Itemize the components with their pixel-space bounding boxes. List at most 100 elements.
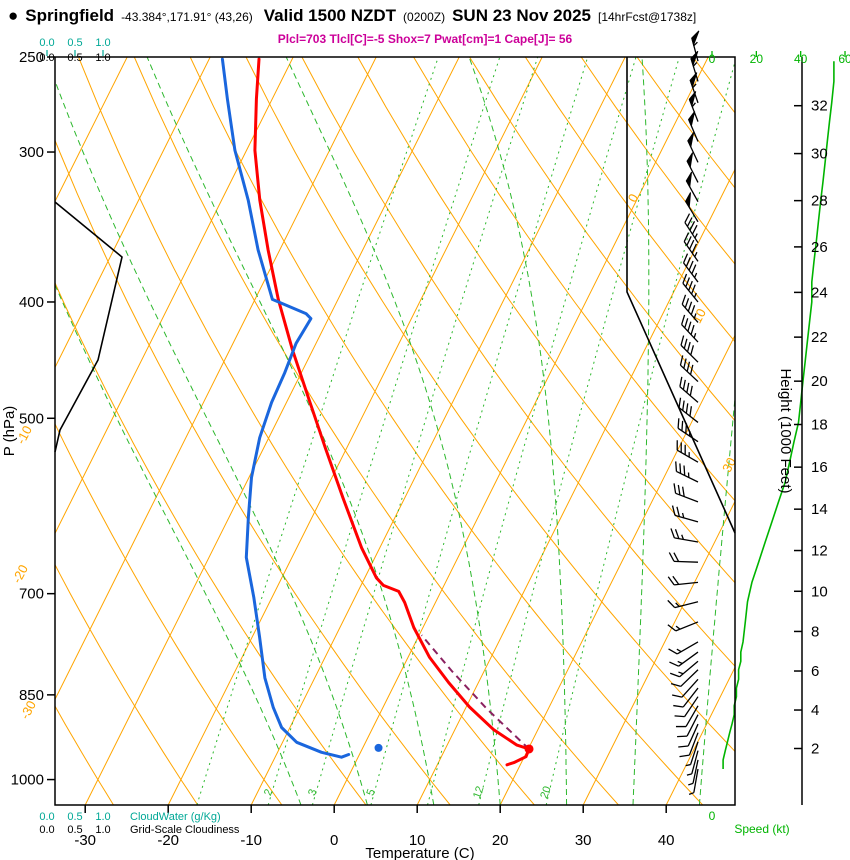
wind-barb-pennant (688, 91, 697, 108)
dry-adiabat-line (580, 57, 735, 265)
wind-barb-feather (689, 364, 694, 375)
wind-barb-feather (668, 552, 675, 562)
isotherm-line (84, 57, 460, 805)
wind-barb-feather (670, 528, 675, 539)
mixing-ratio-line (311, 57, 539, 805)
height-tick-label: 30 (811, 146, 828, 163)
wind-barb-feather (667, 624, 677, 632)
surface-temperature-dot (524, 744, 534, 754)
wind-barb-feather (686, 361, 691, 372)
speed-tick-label: 60 (838, 52, 850, 66)
wind-barb-feather (690, 305, 696, 315)
moist-adiabat-line (468, 57, 568, 805)
wind-barb-feather (674, 529, 680, 539)
wind-barb-feather (684, 298, 690, 308)
wind-barb-feather (680, 335, 685, 346)
wind-barb-feather (679, 376, 683, 387)
mixing-ratio-line (427, 57, 637, 805)
height-tick-label: 22 (811, 329, 828, 346)
wind-barb-halffeather (693, 41, 698, 47)
isotherm-line (55, 57, 377, 701)
wind-barb-staff (691, 750, 699, 774)
cloudwater-scale-label: 0.5 (67, 37, 82, 49)
dry-adiabat-line (245, 57, 735, 753)
cloudiness-profile (626, 57, 736, 534)
wind-barb-staff (674, 537, 699, 543)
wind-barb-feather (675, 461, 678, 472)
cloudiness-scale-label-bottom: 1.0 (95, 824, 110, 836)
wind-barb-feather (681, 314, 686, 325)
wind-barb-feather (691, 224, 698, 235)
wind-barb-halffeather (694, 233, 698, 239)
wind-barb-staff (689, 741, 699, 765)
wind-barb-halffeather (693, 292, 697, 298)
wind-barbs (667, 30, 700, 795)
height-tick-label: 24 (811, 284, 828, 301)
height-tick-label: 16 (811, 459, 828, 476)
wind-barb-feather (688, 239, 695, 250)
dewpoint-curve (220, 57, 351, 759)
valid-time: Valid 1500 NZDT (263, 6, 397, 25)
wind-barb-feather (687, 321, 692, 332)
height-axis-title: Height (1000 Feet) (777, 368, 794, 493)
wind-barb-feather (689, 385, 693, 396)
speed-tick-label: 40 (794, 52, 808, 66)
plot-frame (54, 56, 736, 806)
wind-barb-halffeather (688, 782, 694, 786)
pressure-tick-label: 700 (19, 586, 44, 603)
moist-adiabat-line (285, 57, 501, 805)
cloudiness-scale-label: 0.5 (67, 52, 82, 64)
wind-barb-feather (689, 406, 693, 417)
wind-barb-feather (684, 318, 689, 329)
mixing-ratio-line (478, 57, 680, 805)
dry-adiabat-line (749, 57, 850, 805)
temperature-tick-label: -10 (240, 832, 262, 849)
wind-barb-halffeather (693, 333, 697, 339)
isotherm-line (250, 57, 626, 805)
moist-adiabat-line (146, 57, 435, 805)
temperature-tick-label: 40 (658, 832, 675, 849)
wind-barb-staff (675, 492, 699, 503)
wind-barb-feather (682, 253, 689, 264)
mixing-ratio-label: 20 (538, 785, 553, 801)
wind-barb-feather (689, 221, 696, 231)
isotherm-label: 10 (689, 306, 709, 326)
cloudiness-scale-label: 1.0 (95, 52, 110, 64)
wind-barb-staff (686, 714, 699, 737)
pressure-axis-title: P (hPa) (1, 406, 18, 457)
speed-tick-label: 20 (750, 52, 764, 66)
cloud-water-profile (54, 201, 123, 453)
height-tick-label: 18 (811, 416, 828, 433)
wind-barb-feather (669, 672, 680, 678)
wind-barb-staff (682, 687, 699, 708)
cloudiness-scale-label-bottom: 0.0 (39, 824, 54, 836)
dry-adiabat-line (357, 57, 735, 584)
wind-barb-staff (688, 732, 699, 756)
wind-barb-feather (683, 465, 686, 476)
wind-barb-feather (673, 483, 677, 494)
isotherm-line (333, 57, 709, 805)
wind-barb-feather (683, 232, 690, 242)
speed-zero-label: 0 (709, 809, 716, 823)
height-tick-label: 8 (811, 623, 819, 640)
wind-barb-staff (687, 723, 699, 747)
cloud-profiles (54, 57, 736, 534)
mixing-ratio-line (267, 57, 501, 805)
isotherm-line (167, 57, 543, 805)
wind-barb-feather (677, 418, 680, 429)
wind-barb-halffeather (681, 534, 685, 540)
wind-barb-feather (690, 324, 695, 335)
wind-barb-feather (686, 217, 693, 227)
wind-barb-staff (684, 696, 699, 717)
wind-barb-feather (673, 552, 680, 562)
wind-barb-feather (678, 397, 682, 408)
temperature-tick-label: 0 (330, 832, 338, 849)
pressure-tick-label: 300 (19, 144, 44, 161)
wind-barb-halffeather (688, 792, 695, 795)
temperature-tick-label: 10 (409, 832, 426, 849)
isotherm-line (55, 57, 294, 535)
isotherm-line (55, 57, 211, 369)
pressure-tick-label: 1000 (11, 772, 44, 789)
